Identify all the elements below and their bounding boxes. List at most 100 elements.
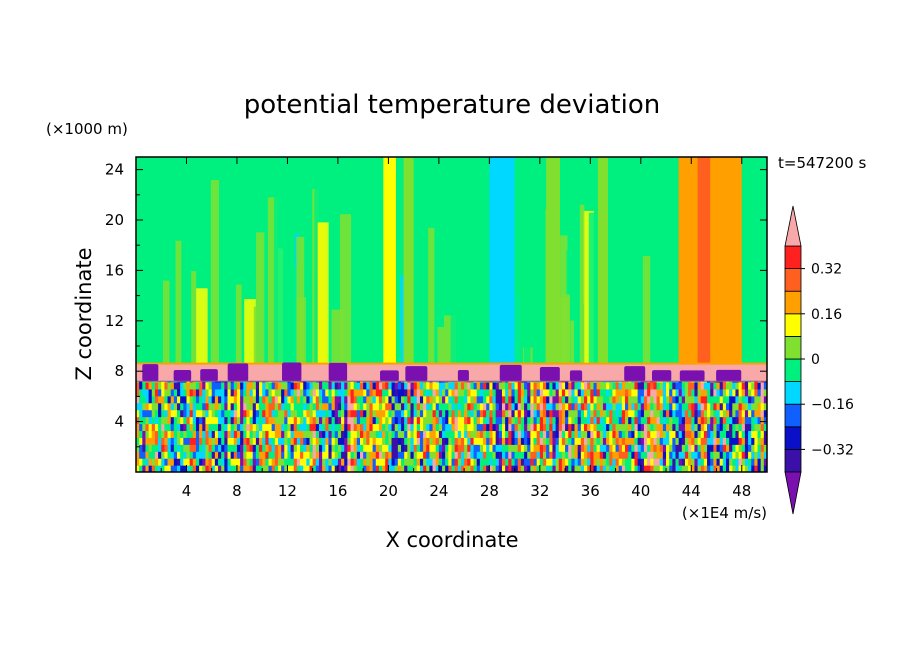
turbulence-cell bbox=[580, 395, 585, 404]
turbulence-cell bbox=[460, 423, 465, 432]
turbulence-cell bbox=[495, 458, 500, 466]
turbulence-cell bbox=[208, 395, 213, 404]
turbulence-cell bbox=[385, 451, 389, 459]
turbulence-cell bbox=[385, 381, 389, 390]
turbulence-cell bbox=[315, 451, 320, 459]
turbulence-cell bbox=[139, 381, 143, 390]
turbulence-cell bbox=[707, 416, 711, 425]
turbulence-cell bbox=[173, 381, 178, 390]
turbulence-cell bbox=[656, 458, 661, 466]
turbulence-cell bbox=[227, 458, 232, 466]
turbulence-cell bbox=[666, 430, 670, 438]
turbulence-cell bbox=[426, 416, 431, 425]
turbulence-cell bbox=[457, 437, 462, 445]
turbulence-cell bbox=[659, 465, 664, 472]
turbulence-cell bbox=[177, 458, 181, 466]
turbulence-cell bbox=[498, 388, 503, 397]
turbulence-cell bbox=[366, 437, 371, 445]
turbulence-cell bbox=[136, 388, 140, 397]
turbulence-cell bbox=[751, 388, 755, 397]
turbulence-cell bbox=[167, 437, 172, 445]
turbulence-cell bbox=[366, 423, 371, 432]
turbulence-cell bbox=[195, 444, 200, 452]
turbulence-cell bbox=[486, 402, 490, 411]
turbulence-cell bbox=[246, 388, 251, 397]
turbulence-cell bbox=[713, 430, 718, 438]
turbulence-cell bbox=[268, 444, 273, 452]
turbulence-cell bbox=[700, 402, 705, 411]
turbulence-cell bbox=[678, 402, 683, 411]
turbulence-cell bbox=[388, 444, 393, 452]
turbulence-cell bbox=[435, 423, 440, 432]
turbulence-cell bbox=[539, 416, 544, 425]
turbulence-cell bbox=[281, 458, 285, 466]
turbulence-cell bbox=[754, 395, 759, 404]
turbulence-cell bbox=[716, 451, 721, 459]
turbulence-cell bbox=[637, 451, 642, 459]
inversion-bump bbox=[716, 369, 742, 382]
turbulence-cell bbox=[527, 465, 531, 472]
turbulence-cell bbox=[615, 402, 620, 411]
turbulence-cell bbox=[763, 402, 767, 411]
turbulence-cell bbox=[265, 416, 270, 425]
turbulence-cell bbox=[584, 402, 588, 411]
turbulence-cell bbox=[609, 402, 614, 411]
turbulence-cell bbox=[662, 402, 667, 411]
turbulence-cell bbox=[372, 409, 377, 418]
turbulence-cell bbox=[287, 388, 292, 397]
upper-streak bbox=[523, 194, 531, 364]
turbulence-cell bbox=[464, 430, 468, 438]
turbulence-cell bbox=[634, 451, 639, 459]
turbulence-cell bbox=[369, 430, 374, 438]
turbulence-cell bbox=[240, 437, 244, 445]
turbulence-cell bbox=[331, 395, 336, 404]
turbulence-cell bbox=[473, 458, 478, 466]
turbulence-cell bbox=[732, 423, 737, 432]
turbulence-cell bbox=[593, 465, 598, 472]
turbulence-cell bbox=[653, 388, 658, 397]
turbulence-cell bbox=[221, 444, 225, 452]
turbulence-cell bbox=[640, 465, 645, 472]
turbulence-cell bbox=[628, 416, 632, 425]
turbulence-cell bbox=[486, 444, 490, 452]
turbulence-cell bbox=[486, 409, 490, 418]
turbulence-cell bbox=[426, 423, 431, 432]
turbulence-cell bbox=[372, 381, 377, 390]
turbulence-cell bbox=[533, 381, 538, 390]
turbulence-cell bbox=[236, 409, 241, 418]
turbulence-cell bbox=[744, 451, 749, 459]
upper-streak bbox=[411, 206, 423, 364]
turbulence-cell bbox=[177, 395, 181, 404]
turbulence-cell bbox=[669, 444, 673, 452]
turbulence-cell bbox=[495, 451, 500, 459]
turbulence-cell bbox=[145, 437, 150, 445]
turbulence-cell bbox=[394, 402, 399, 411]
turbulence-cell bbox=[214, 430, 219, 438]
turbulence-cell bbox=[183, 395, 188, 404]
turbulence-cell bbox=[369, 395, 374, 404]
turbulence-cell bbox=[205, 381, 210, 390]
turbulence-cell bbox=[725, 451, 730, 459]
turbulence-cell bbox=[517, 395, 522, 404]
turbulence-cell bbox=[751, 458, 755, 466]
turbulence-cell bbox=[577, 444, 582, 452]
turbulence-cell bbox=[602, 388, 607, 397]
turbulence-cell bbox=[312, 458, 317, 466]
turbulence-cell bbox=[429, 458, 434, 466]
turbulence-cell bbox=[341, 437, 345, 445]
turbulence-cell bbox=[173, 465, 178, 472]
turbulence-cell bbox=[432, 388, 437, 397]
turbulence-cell bbox=[495, 444, 500, 452]
turbulence-cell bbox=[356, 465, 361, 472]
turbulence-cell bbox=[214, 451, 219, 459]
turbulence-cell bbox=[290, 409, 295, 418]
turbulence-cell bbox=[189, 444, 194, 452]
turbulence-cell bbox=[290, 423, 295, 432]
turbulence-cell bbox=[189, 395, 194, 404]
turbulence-cell bbox=[426, 465, 431, 472]
turbulence-cell bbox=[511, 388, 516, 397]
turbulence-cell bbox=[621, 465, 626, 472]
turbulence-cell bbox=[625, 437, 629, 445]
turbulence-cell bbox=[722, 423, 727, 432]
